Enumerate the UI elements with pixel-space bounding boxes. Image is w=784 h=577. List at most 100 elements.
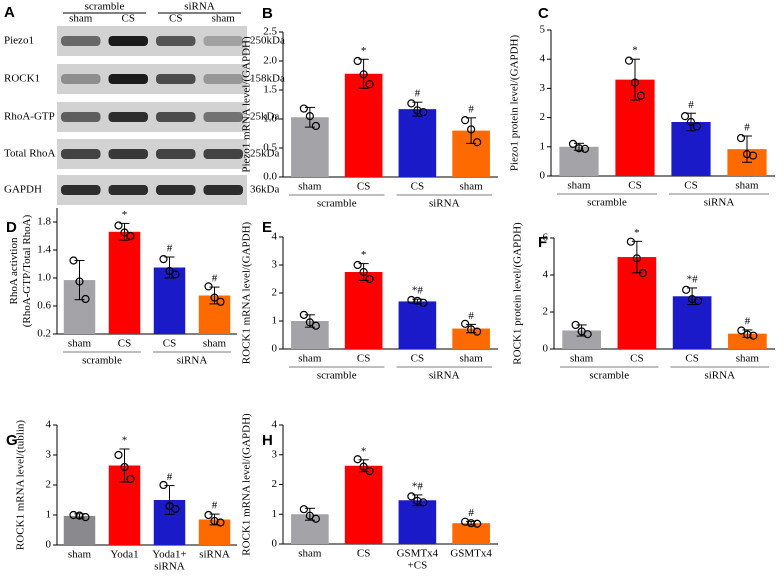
x-tick-label: sham	[68, 338, 92, 350]
y-tick-label: 0.0	[263, 171, 277, 183]
y-axis-label: (RhoA-GTP/Total RhoA)	[21, 214, 33, 327]
y-tick-label: 3	[540, 82, 546, 94]
lane-label: sham	[212, 13, 236, 25]
data-point	[680, 112, 690, 121]
y-tick-label: 2	[46, 479, 52, 491]
lane-label: sham	[69, 13, 93, 25]
group-label: siRNA	[184, 1, 215, 13]
y-tick-label: 0.5	[263, 142, 277, 154]
annotation: #	[468, 310, 474, 322]
y-tick-label: 1.0	[37, 272, 51, 284]
data-point	[571, 320, 580, 330]
data-point	[171, 504, 180, 514]
data-point	[159, 255, 168, 264]
size-label: 250kDa	[250, 35, 285, 47]
group-label: siRNA	[177, 355, 208, 367]
blot-band	[203, 149, 243, 159]
data-point	[626, 237, 635, 246]
row-label: RhoA-GTP	[4, 111, 55, 123]
x-tick-label: CS	[628, 180, 641, 192]
x-tick-label: sham	[298, 353, 322, 365]
group-label: siRNA	[704, 370, 735, 382]
bar	[153, 267, 186, 334]
group-label: scramble	[587, 197, 627, 209]
data-point	[461, 319, 470, 328]
x-tick-label: Yoda1	[110, 549, 138, 561]
blot-band	[108, 74, 148, 84]
data-point	[419, 107, 428, 117]
x-tick-label: CS	[411, 181, 424, 193]
data-point	[353, 260, 362, 270]
data-point	[359, 462, 368, 471]
data-point	[299, 505, 308, 514]
data-point	[216, 518, 225, 527]
y-tick-label: 6	[543, 232, 549, 244]
data-point	[75, 277, 84, 286]
x-tick-label: CS	[684, 180, 697, 192]
y-tick-label: 2	[540, 111, 546, 123]
data-point	[632, 254, 641, 263]
y-tick-label: 5	[540, 24, 546, 36]
data-point	[126, 231, 135, 241]
y-tick-label: 3	[272, 259, 278, 271]
x-tick-label: siRNA	[199, 549, 230, 561]
group-label: siRNA	[429, 370, 460, 382]
data-point	[413, 106, 422, 115]
group-label: scramble	[82, 355, 122, 367]
group-label: scramble	[85, 1, 125, 13]
data-point	[742, 150, 752, 159]
data-point	[574, 144, 584, 153]
blot-band	[156, 36, 196, 46]
panel-label: B	[262, 5, 273, 22]
blot-band	[156, 74, 196, 84]
data-point	[419, 298, 428, 307]
x-tick-label: sham	[460, 353, 484, 365]
group-label: scramble	[317, 198, 357, 210]
y-tick-label: 3	[46, 449, 52, 461]
data-point	[473, 327, 482, 336]
x-tick-label: CS	[357, 353, 370, 365]
y-tick-label: 0	[272, 538, 278, 550]
data-point	[473, 519, 482, 528]
annotation: #	[212, 500, 218, 512]
annotation: *	[361, 445, 367, 457]
y-tick-label: 1	[272, 508, 278, 520]
bar	[344, 73, 383, 177]
annotation: *	[361, 249, 367, 261]
data-point	[749, 331, 758, 340]
y-axis-label: ROCK1 mRNA level/(GAPDH)	[241, 221, 253, 364]
data-point	[467, 125, 476, 134]
group-label: siRNA	[704, 197, 735, 209]
y-tick-label: 1.0	[263, 113, 277, 125]
data-point	[216, 297, 225, 306]
bar	[344, 465, 383, 544]
data-point	[743, 330, 752, 339]
data-point	[353, 455, 362, 464]
y-tick-label: 2	[272, 478, 278, 490]
data-point	[407, 99, 416, 108]
data-point	[736, 133, 746, 143]
y-tick-label: 0	[46, 539, 52, 551]
blot-band	[203, 74, 243, 84]
annotation: #	[167, 243, 173, 255]
y-tick-label: 0.6	[37, 300, 51, 312]
bar	[398, 500, 437, 544]
x-tick-label: +CS	[408, 560, 428, 572]
annotation: *	[122, 435, 128, 447]
blot-band	[61, 149, 101, 159]
data-point	[69, 510, 78, 520]
data-point	[473, 138, 482, 147]
panel-label: C	[538, 5, 549, 22]
data-point	[353, 56, 362, 66]
data-point	[692, 122, 702, 131]
x-tick-label: CS	[685, 353, 698, 365]
row-label: GAPDH	[4, 184, 42, 196]
size-label: 158kDa	[250, 73, 285, 85]
data-point	[694, 296, 703, 305]
y-tick-label: 4	[46, 419, 52, 431]
x-tick-label: CS	[411, 353, 424, 365]
bar	[344, 272, 383, 349]
data-point	[114, 450, 123, 460]
data-point	[467, 519, 476, 528]
x-tick-label: sham	[736, 353, 760, 365]
